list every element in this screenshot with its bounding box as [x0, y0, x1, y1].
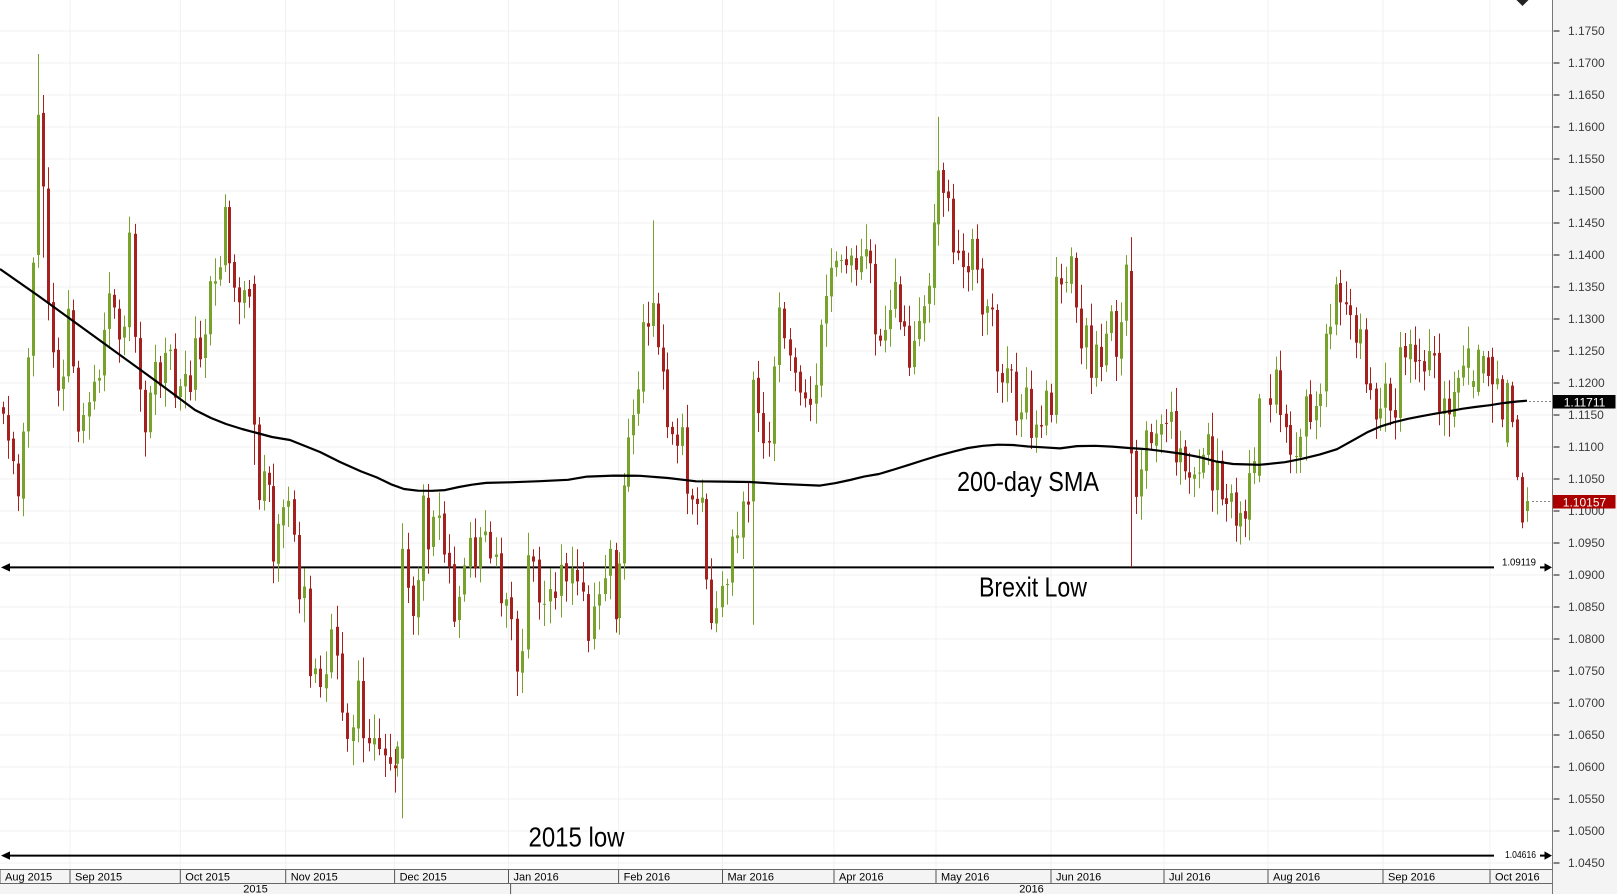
svg-text:1.0650: 1.0650: [1568, 728, 1605, 742]
svg-text:1.10157: 1.10157: [1563, 496, 1607, 510]
svg-text:1.0850: 1.0850: [1568, 600, 1605, 614]
svg-text:1.0950: 1.0950: [1568, 536, 1605, 550]
svg-text:200-day SMA: 200-day SMA: [957, 466, 1099, 497]
svg-text:1.0750: 1.0750: [1568, 664, 1605, 678]
svg-text:2015: 2015: [243, 884, 267, 894]
svg-text:Sep 2015: Sep 2015: [75, 872, 122, 884]
svg-text:1.1050: 1.1050: [1568, 472, 1605, 486]
svg-text:1.04616: 1.04616: [1505, 850, 1536, 861]
svg-text:1.0450: 1.0450: [1568, 856, 1605, 870]
svg-text:1.0800: 1.0800: [1568, 632, 1605, 646]
svg-text:1.0600: 1.0600: [1568, 760, 1605, 774]
svg-text:Aug 2016: Aug 2016: [1273, 872, 1320, 884]
svg-text:Oct 2015: Oct 2015: [185, 872, 230, 884]
svg-text:Jun 2016: Jun 2016: [1056, 872, 1101, 884]
svg-text:1.1200: 1.1200: [1568, 376, 1605, 390]
svg-text:Brexit Low: Brexit Low: [979, 572, 1088, 603]
svg-text:1.0900: 1.0900: [1568, 568, 1605, 582]
svg-text:1.1400: 1.1400: [1568, 248, 1605, 262]
svg-text:1.1550: 1.1550: [1568, 152, 1605, 166]
svg-text:1.1300: 1.1300: [1568, 312, 1605, 326]
svg-text:2016: 2016: [1019, 884, 1043, 894]
svg-text:May 2016: May 2016: [941, 872, 989, 884]
svg-text:1.09119: 1.09119: [1502, 557, 1536, 568]
svg-text:1.11711: 1.11711: [1564, 396, 1606, 410]
svg-text:Feb 2016: Feb 2016: [624, 872, 670, 884]
svg-text:1.0700: 1.0700: [1568, 696, 1605, 710]
svg-text:Apr 2016: Apr 2016: [839, 872, 884, 884]
svg-text:1.0500: 1.0500: [1568, 824, 1605, 838]
svg-text:1.1700: 1.1700: [1568, 56, 1605, 70]
svg-text:Mar 2016: Mar 2016: [728, 872, 774, 884]
svg-text:1.1150: 1.1150: [1568, 408, 1604, 422]
svg-text:1.1100: 1.1100: [1568, 440, 1604, 454]
svg-text:1.0550: 1.0550: [1568, 792, 1605, 806]
svg-text:1.1500: 1.1500: [1568, 184, 1605, 198]
svg-text:1.1450: 1.1450: [1568, 216, 1605, 230]
svg-text:Jul 2016: Jul 2016: [1169, 872, 1211, 884]
svg-text:1.1650: 1.1650: [1568, 88, 1605, 102]
svg-text:Sep 2016: Sep 2016: [1388, 872, 1435, 884]
svg-text:Jan 2016: Jan 2016: [514, 872, 559, 884]
svg-text:1.1250: 1.1250: [1568, 344, 1605, 358]
svg-text:1.1750: 1.1750: [1568, 24, 1605, 38]
svg-text:Dec 2015: Dec 2015: [400, 872, 447, 884]
svg-text:1.1600: 1.1600: [1568, 120, 1605, 134]
svg-text:2015 low: 2015 low: [529, 822, 626, 853]
svg-text:Oct 2016: Oct 2016: [1495, 872, 1540, 884]
svg-text:Aug 2015: Aug 2015: [5, 872, 52, 884]
svg-text:Nov 2015: Nov 2015: [291, 872, 338, 884]
svg-text:1.1350: 1.1350: [1568, 280, 1605, 294]
